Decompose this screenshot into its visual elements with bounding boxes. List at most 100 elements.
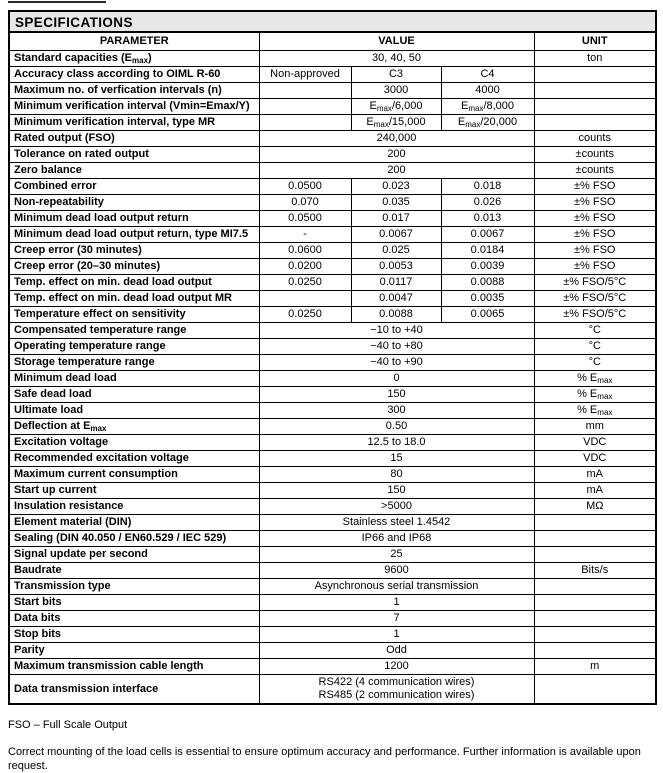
value-cell: 0.017 bbox=[350, 210, 442, 227]
unit-cell: % Emax bbox=[533, 370, 657, 387]
unit-cell bbox=[533, 546, 657, 563]
value-cell: 0.0035 bbox=[440, 290, 535, 307]
parameter-cell: Combined error bbox=[8, 178, 260, 195]
value-cell: 12.5 to 18.0 bbox=[258, 434, 535, 451]
table-row: Zero balance 200 ±counts bbox=[8, 162, 657, 179]
unit-cell: ±% FSO/5°C bbox=[533, 306, 657, 323]
col-header-unit: UNIT bbox=[533, 31, 657, 51]
table-row: Accuracy class according to OIML R-60 Non… bbox=[8, 66, 657, 83]
unit-cell: ±% FSO bbox=[533, 226, 657, 243]
value-cell: 240,000 bbox=[258, 130, 535, 147]
value-cell: Emax/8,000 bbox=[440, 98, 535, 115]
value-cell: 0.0500 bbox=[258, 210, 352, 227]
parameter-cell: Excitation voltage bbox=[8, 434, 260, 451]
table-row: Minimum dead load output return 0.0500 0.0… bbox=[8, 210, 657, 227]
unit-cell: ±% FSO bbox=[533, 178, 657, 195]
unit-cell: % Emax bbox=[533, 402, 657, 419]
value-cell: 0.0067 bbox=[350, 226, 442, 243]
parameter-cell: Sealing (DIN 40.050 / EN60.529 / IEC 529… bbox=[8, 530, 260, 547]
parameter-cell: Data bits bbox=[8, 610, 260, 627]
value-cell: 0.026 bbox=[440, 194, 535, 211]
value-cell: 0.0250 bbox=[258, 274, 352, 291]
value-cell: 9600 bbox=[258, 562, 535, 579]
table-row: Transmission type Asynchronous serial tra… bbox=[8, 578, 657, 595]
table-row: Maximum current consumption 80 mA bbox=[8, 466, 657, 483]
value-cell: 4000 bbox=[440, 82, 535, 99]
unit-cell bbox=[533, 626, 657, 643]
unit-cell: ±% FSO/5°C bbox=[533, 290, 657, 307]
value-cell: 7 bbox=[258, 610, 535, 627]
value-cell: 0.0500 bbox=[258, 178, 352, 195]
unit-cell: ±% FSO/5°C bbox=[533, 274, 657, 291]
parameter-cell: Insulation resistance bbox=[8, 498, 260, 515]
table-row: Operating temperature range −40 to +80 °C bbox=[8, 338, 657, 355]
unit-cell: MΩ bbox=[533, 498, 657, 515]
value-cell: 30, 40, 50 bbox=[258, 50, 535, 67]
value-cell: Emax/6,000 bbox=[350, 98, 442, 115]
specifications-table: SPECIFICATIONS PARAMETER VALUE UNIT Stan… bbox=[8, 10, 658, 705]
table-row: Minimum verification interval (Vmin=Emax… bbox=[8, 98, 657, 115]
column-header-row: PARAMETER VALUE UNIT bbox=[8, 31, 657, 51]
value-cell: −10 to +40 bbox=[258, 322, 535, 339]
parameter-cell: Zero balance bbox=[8, 162, 260, 179]
table-row: Tolerance on rated output 200 ±counts bbox=[8, 146, 657, 163]
value-cell: 0.0184 bbox=[440, 242, 535, 259]
unit-cell: mm bbox=[533, 418, 657, 435]
unit-cell: VDC bbox=[533, 434, 657, 451]
value-cell: 150 bbox=[258, 482, 535, 499]
value-cell: 150 bbox=[258, 386, 535, 403]
parameter-cell: Minimum dead load output return bbox=[8, 210, 260, 227]
value-cell: 0.0088 bbox=[350, 306, 442, 323]
table-row: Compensated temperature range −10 to +40 °… bbox=[8, 322, 657, 339]
table-row: Temperature effect on sensitivity 0.0250 0… bbox=[8, 306, 657, 323]
table-title-row: SPECIFICATIONS bbox=[8, 10, 657, 33]
value-cell: 200 bbox=[258, 162, 535, 179]
table-row: Maximum transmission cable length 1200 m bbox=[8, 658, 657, 675]
parameter-cell: Maximum current consumption bbox=[8, 466, 260, 483]
parameter-cell: Non-repeatability bbox=[8, 194, 260, 211]
unit-cell: ±% FSO bbox=[533, 194, 657, 211]
table-row: Start bits 1 bbox=[8, 594, 657, 611]
unit-cell: ±% FSO bbox=[533, 258, 657, 275]
unit-cell bbox=[533, 114, 657, 131]
value-cell: 0 bbox=[258, 370, 535, 387]
unit-cell bbox=[533, 674, 657, 705]
table-row: Start up current 150 mA bbox=[8, 482, 657, 499]
table-row: Insulation resistance >5000 MΩ bbox=[8, 498, 657, 515]
table-row: Standard capacities (Emax) 30, 40, 50 ton bbox=[8, 50, 657, 67]
table-row: Creep error (30 minutes) 0.0600 0.025 0.018… bbox=[8, 242, 657, 259]
table-body: Standard capacities (Emax) 30, 40, 50 ton A… bbox=[8, 50, 657, 705]
unit-cell: °C bbox=[533, 322, 657, 339]
value-cell: Emax/20,000 bbox=[440, 114, 535, 131]
unit-cell: mA bbox=[533, 466, 657, 483]
value-cell: IP66 and IP68 bbox=[258, 530, 535, 547]
unit-cell: ±counts bbox=[533, 146, 657, 163]
parameter-cell: Minimum dead load bbox=[8, 370, 260, 387]
value-cell: 0.0200 bbox=[258, 258, 352, 275]
table-row: Signal update per second 25 bbox=[8, 546, 657, 563]
unit-cell: mA bbox=[533, 482, 657, 499]
table-row: Rated output (FSO) 240,000 counts bbox=[8, 130, 657, 147]
table-row: Temp. effect on min. dead load output 0.0… bbox=[8, 274, 657, 291]
table-row: Excitation voltage 12.5 to 18.0 VDC bbox=[8, 434, 657, 451]
parameter-cell: Stop bits bbox=[8, 626, 260, 643]
value-cell: 0.070 bbox=[258, 194, 352, 211]
table-row: Minimum verification interval, type MR Em… bbox=[8, 114, 657, 131]
table-row: Data bits 7 bbox=[8, 610, 657, 627]
unit-cell bbox=[533, 514, 657, 531]
value-cell: 0.0039 bbox=[440, 258, 535, 275]
col-header-value: VALUE bbox=[258, 31, 535, 51]
unit-cell: Bits/s bbox=[533, 562, 657, 579]
value-cell: Non-approved bbox=[258, 66, 352, 83]
value-cell: 0.0047 bbox=[350, 290, 442, 307]
value-cell: −40 to +80 bbox=[258, 338, 535, 355]
parameter-cell: Signal update per second bbox=[8, 546, 260, 563]
parameter-cell: Creep error (20–30 minutes) bbox=[8, 258, 260, 275]
value-cell bbox=[258, 82, 352, 99]
parameter-cell: Minimum verification interval, type MR bbox=[8, 114, 260, 131]
table-row: Sealing (DIN 40.050 / EN60.529 / IEC 529… bbox=[8, 530, 657, 547]
value-cell bbox=[258, 290, 352, 307]
parameter-cell: Creep error (30 minutes) bbox=[8, 242, 260, 259]
unit-cell: ton bbox=[533, 50, 657, 67]
parameter-cell: Baudrate bbox=[8, 562, 260, 579]
